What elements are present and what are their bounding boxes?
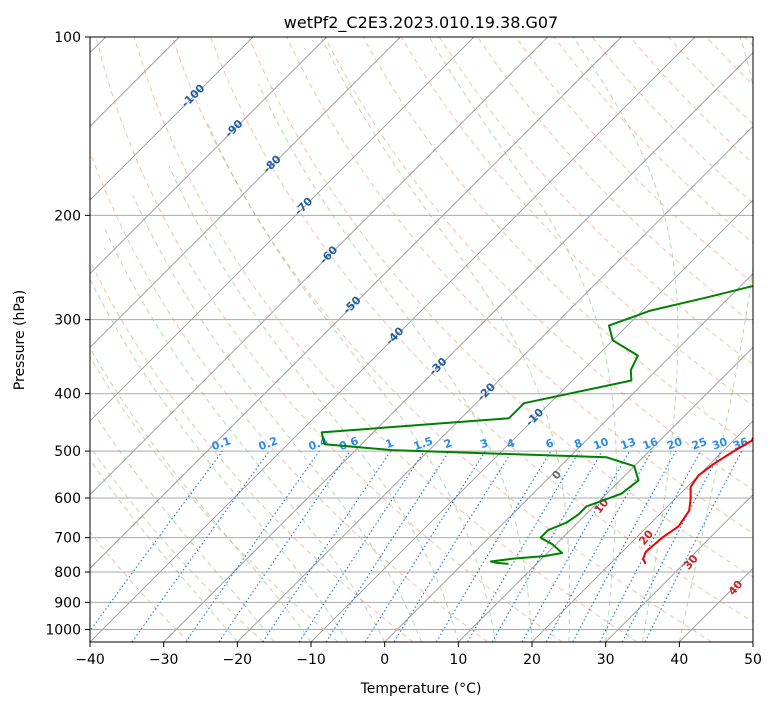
mixing-ratio-line — [521, 450, 630, 642]
moist-adiabat-line — [572, 37, 679, 642]
x-axis: −40 −30 −20 −10 0 10 20 30 40 50 — [75, 642, 762, 668]
dry-adiabat-line — [171, 37, 712, 642]
chart-title: wetPf2_C2E3.2023.010.19.38.G07 — [284, 13, 558, 33]
moist-adiabat-line — [258, 83, 533, 642]
x-tick-label: 20 — [523, 652, 541, 668]
moist-adiabat-line — [320, 37, 571, 642]
mixing-ratio-label: 1.5 — [412, 434, 435, 453]
dry-adiabat-line — [133, 37, 638, 642]
mixing-ratio-label: 0.1 — [210, 434, 233, 453]
mixing-ratio-label: 36 — [731, 435, 750, 453]
isotherm-line — [90, 37, 401, 348]
grid — [90, 37, 753, 642]
x-tick-label: 50 — [744, 652, 762, 668]
mixing-ratio-label: 1 — [384, 436, 396, 451]
isotherm-line — [237, 125, 753, 642]
mixing-ratio-label: 0.6 — [338, 434, 361, 453]
dry-adiabat-line — [90, 356, 339, 642]
isotherm-line — [752, 641, 753, 642]
isotherm-line — [90, 37, 475, 422]
dry-adiabat-line — [90, 531, 190, 642]
dry-adiabat-line — [400, 37, 753, 407]
mixing-ratio-label: 10 — [592, 435, 611, 453]
x-tick-label: −20 — [223, 652, 253, 668]
mixing-ratio-label: 20 — [665, 435, 684, 453]
x-tick-label: 30 — [597, 652, 615, 668]
mixing-ratio-line — [90, 450, 223, 632]
mixing-ratio-label: 6 — [544, 436, 556, 451]
y-axis: 100 200 300 400 500 600 700 800 900 1000 — [45, 30, 90, 638]
moist-adiabat-line — [168, 165, 459, 642]
isotherm-line — [90, 37, 327, 275]
x-tick-label: −30 — [149, 652, 179, 668]
temperature-profile-line — [642, 436, 753, 565]
dry-adiabat-line — [438, 37, 753, 366]
mixing-ratio-label: 3 — [478, 436, 490, 451]
mixing-ratio-label: 8 — [572, 436, 584, 451]
isotherm-line — [605, 494, 753, 642]
mixing-ratio-label: 13 — [619, 435, 638, 452]
x-tick-label: 40 — [670, 652, 688, 668]
isotherm-line — [531, 420, 753, 642]
y-tick-label: 900 — [54, 595, 81, 611]
y-tick-label: 700 — [54, 531, 81, 547]
isotherm-line — [458, 346, 753, 642]
plot-frame — [89, 36, 754, 643]
isotherm-line — [163, 52, 753, 642]
moist-adiabat-line — [207, 123, 496, 642]
mixing-ratio-label: 0.2 — [257, 434, 280, 453]
isotherm-line — [384, 273, 753, 642]
mixing-ratio-line — [393, 450, 513, 642]
mixing-ratio-line — [218, 450, 351, 642]
mixing-ratio-line — [572, 450, 677, 642]
x-tick-label: −10 — [296, 652, 326, 668]
dry-adiabat-line — [90, 150, 488, 642]
x-tick-label: 10 — [449, 652, 467, 668]
mixing-ratio-line — [298, 450, 425, 642]
y-tick-label: 600 — [54, 491, 81, 507]
moist-adiabat-line — [90, 406, 275, 642]
moist-adiabat-line — [90, 459, 238, 642]
mixing-ratio-label: 16 — [641, 435, 660, 453]
mixing-ratio-line — [644, 450, 743, 642]
profiles — [320, 284, 753, 565]
mixing-ratio-line — [185, 450, 320, 642]
mixing-ratio-line — [545, 450, 653, 642]
dry-adiabat-line — [90, 445, 264, 642]
mixing-ratio-line — [325, 450, 450, 642]
mixing-ratio-line — [262, 450, 392, 642]
mixing-ratio-label: 25 — [690, 435, 709, 452]
x-axis-label: Temperature (°C) — [360, 681, 482, 697]
dry-adiabat-line — [515, 37, 753, 284]
dry-adiabat-line — [95, 37, 563, 642]
y-tick-label: 800 — [54, 565, 81, 581]
mixing-ratio-label: 4 — [505, 436, 517, 451]
plot-area — [90, 37, 753, 642]
isotherm-line — [90, 37, 254, 201]
dewpoint-profile-line — [320, 284, 753, 565]
y-tick-label: 400 — [54, 387, 81, 403]
isotherm-line — [90, 37, 622, 569]
dry-adiabat-line — [210, 37, 753, 623]
mixing-ratio-label: 30 — [710, 435, 729, 453]
mixing-ratio-label: 2 — [442, 436, 454, 451]
y-tick-label: 300 — [54, 313, 81, 329]
moist-adiabat-line — [132, 195, 422, 642]
y-tick-label: 100 — [54, 30, 81, 46]
y-axis-label: Pressure (hPa) — [12, 290, 28, 390]
isotherm-line — [90, 37, 696, 642]
x-tick-label: 0 — [380, 652, 389, 668]
y-tick-label: 200 — [54, 208, 81, 224]
mixing-ratio-line — [131, 450, 270, 642]
isotherm-line — [90, 37, 548, 496]
y-tick-label: 1000 — [45, 622, 81, 638]
dry-adiabat-line — [248, 37, 753, 578]
moist-adiabat-line — [428, 37, 617, 642]
x-tick-label: −40 — [75, 652, 105, 668]
y-tick-label: 500 — [54, 444, 81, 460]
